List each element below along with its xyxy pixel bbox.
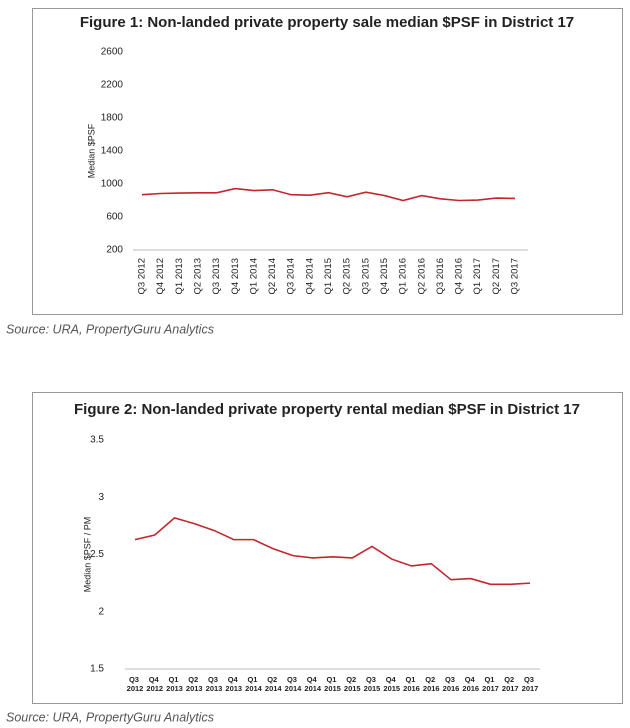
- y-tick-label: 3.5: [90, 435, 104, 446]
- y-tick-label: 3: [98, 492, 104, 503]
- figure-frame: [32, 8, 623, 315]
- y-tick-label: 1800: [101, 113, 124, 124]
- x-tick-label: Q3 2014: [286, 258, 297, 294]
- x-tick-label: Q3 2017: [522, 675, 539, 693]
- x-tick-label: Q2 2014: [267, 258, 278, 294]
- x-tick-label: Q4 2015: [383, 675, 400, 693]
- x-tick-label: Q1 2017: [482, 675, 499, 693]
- y-tick-label: 2.5: [90, 549, 104, 560]
- x-tick-label: Q3 2012: [137, 258, 148, 294]
- y-tick-label: 1400: [101, 146, 124, 157]
- x-tick-label: Q2 2015: [344, 675, 361, 693]
- x-tick-label: Q3 2013: [211, 258, 222, 294]
- x-tick-label: Q2 2016: [416, 258, 427, 294]
- y-tick-label: 200: [106, 245, 123, 256]
- y-tick-label: 2200: [101, 80, 124, 91]
- x-tick-label: Q3 2013: [206, 675, 223, 693]
- line-series: [134, 516, 531, 586]
- x-tick-label: Q2 2013: [186, 675, 203, 693]
- x-tick-label: Q3 2014: [285, 675, 303, 693]
- y-axis-label: Median $PSF / PM: [82, 517, 92, 593]
- y-tick-label: 1.5: [90, 664, 104, 675]
- x-tick-label: Q4 2013: [225, 675, 242, 693]
- x-tick-label: Q2 2017: [502, 675, 519, 693]
- x-tick-label: Q4 2016: [454, 258, 465, 294]
- x-tick-label: Q4 2016: [462, 675, 479, 693]
- x-tick-label: Q1 2016: [403, 675, 420, 693]
- y-tick-label: 600: [106, 212, 123, 223]
- x-tick-label: Q1 2013: [166, 675, 183, 693]
- x-tick-label: Q3 2017: [510, 258, 521, 294]
- x-tick-label: Q1 2017: [472, 258, 483, 294]
- source-note: Source: URA, PropertyGuru Analytics: [6, 322, 214, 336]
- line-series: [141, 187, 516, 202]
- x-tick-label: Q1 2014: [245, 675, 263, 693]
- x-tick-label: Q3 2016: [435, 258, 446, 294]
- x-tick-label: Q3 2016: [443, 675, 460, 693]
- y-tick-label: 2: [98, 606, 104, 617]
- figure-frame: [32, 392, 623, 704]
- x-tick-label: Q4 2012: [146, 675, 163, 693]
- x-tick-label: Q2 2017: [491, 258, 502, 294]
- x-tick-label: Q3 2012: [127, 675, 144, 693]
- x-tick-label: Q2 2013: [192, 258, 203, 294]
- x-tick-label: Q4 2014: [304, 675, 322, 693]
- x-tick-label: Q1 2015: [323, 258, 334, 294]
- x-tick-label: Q3 2015: [364, 675, 381, 693]
- x-tick-label: Q4 2015: [379, 258, 390, 294]
- y-tick-label: 1000: [101, 179, 124, 190]
- x-tick-label: Q4 2014: [304, 258, 315, 294]
- x-tick-label: Q2 2016: [423, 675, 440, 693]
- x-tick-label: Q1 2016: [398, 258, 409, 294]
- x-tick-label: Q2 2014: [265, 675, 283, 693]
- y-tick-label: 2600: [101, 47, 124, 58]
- x-tick-label: Q4 2013: [230, 258, 241, 294]
- x-tick-label: Q1 2013: [174, 258, 185, 294]
- x-tick-label: Q1 2014: [248, 258, 259, 294]
- x-tick-label: Q4 2012: [155, 258, 166, 294]
- chart-title: Figure 2: Non-landed private property re…: [74, 401, 580, 418]
- x-tick-label: Q2 2015: [342, 258, 353, 294]
- chart-title: Figure 1: Non-landed private property sa…: [80, 14, 574, 31]
- source-note: Source: URA, PropertyGuru Analytics: [6, 710, 214, 724]
- x-tick-label: Q1 2015: [324, 675, 341, 693]
- x-tick-label: Q3 2015: [360, 258, 371, 294]
- y-axis-label: Median $PSF: [86, 123, 96, 178]
